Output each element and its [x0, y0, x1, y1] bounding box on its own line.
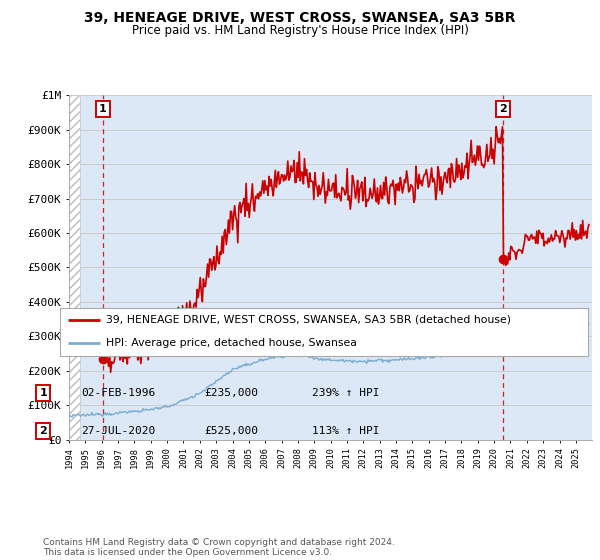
- Text: 39, HENEAGE DRIVE, WEST CROSS, SWANSEA, SA3 5BR (detached house): 39, HENEAGE DRIVE, WEST CROSS, SWANSEA, …: [106, 315, 511, 325]
- Text: HPI: Average price, detached house, Swansea: HPI: Average price, detached house, Swan…: [106, 338, 358, 348]
- Text: £525,000: £525,000: [204, 426, 258, 436]
- Text: Price paid vs. HM Land Registry's House Price Index (HPI): Price paid vs. HM Land Registry's House …: [131, 24, 469, 37]
- Text: 113% ↑ HPI: 113% ↑ HPI: [312, 426, 380, 436]
- Text: 1: 1: [40, 388, 47, 398]
- Text: £235,000: £235,000: [204, 388, 258, 398]
- Text: Contains HM Land Registry data © Crown copyright and database right 2024.
This d: Contains HM Land Registry data © Crown c…: [43, 538, 395, 557]
- Text: 02-FEB-1996: 02-FEB-1996: [81, 388, 155, 398]
- Text: 2: 2: [500, 104, 507, 114]
- Text: 1: 1: [99, 104, 107, 114]
- Text: 39, HENEAGE DRIVE, WEST CROSS, SWANSEA, SA3 5BR: 39, HENEAGE DRIVE, WEST CROSS, SWANSEA, …: [84, 11, 516, 25]
- Text: 239% ↑ HPI: 239% ↑ HPI: [312, 388, 380, 398]
- Text: 27-JUL-2020: 27-JUL-2020: [81, 426, 155, 436]
- Bar: [69, 95, 80, 440]
- Text: 2: 2: [40, 426, 47, 436]
